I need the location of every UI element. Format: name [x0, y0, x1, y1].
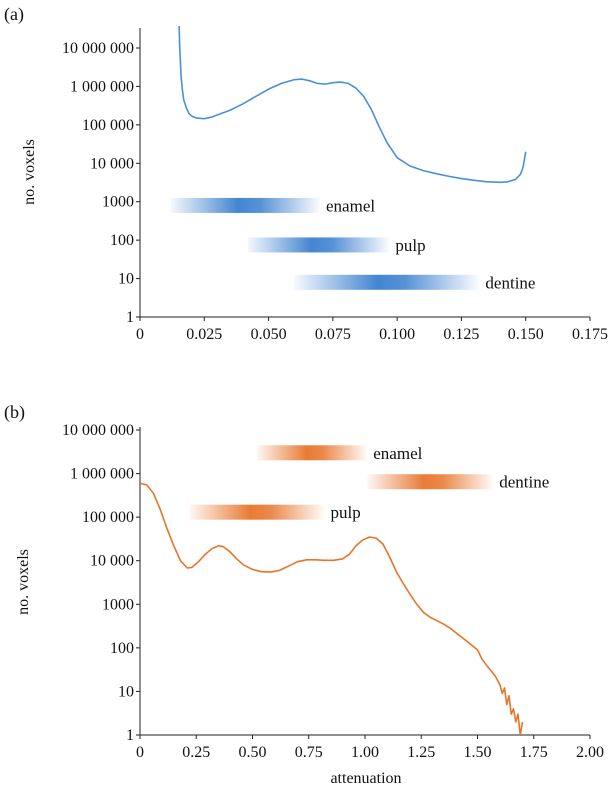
series-line [178, 26, 527, 184]
panel-b-label: (b) [4, 402, 25, 423]
panel-b-y-ticks: 1 10 100 1000 10 000 100 000 1 000 000 10 000 0… [62, 422, 140, 744]
x-tick-label: 0.150 [508, 326, 544, 343]
panel-a-label: (a) [4, 4, 24, 25]
x-tick-label: 0 [136, 326, 144, 343]
series-line [140, 482, 524, 735]
x-tick-label: 1.75 [520, 744, 548, 761]
band-enamel [170, 197, 320, 213]
y-tick-label: 100 [110, 232, 134, 249]
x-tick-label: 0 [136, 744, 144, 761]
panel-b-y-axis-title: no. voxels [15, 549, 32, 615]
band-label-pulp: pulp [331, 503, 361, 522]
panel-b-series [140, 482, 524, 735]
y-tick-label: 1 [126, 727, 134, 744]
y-tick-label: 100 000 [82, 117, 134, 134]
y-tick-label: 1000 [102, 596, 134, 613]
x-tick-label: 0.50 [239, 744, 267, 761]
panel-a-bands: enamel pulp dentine [170, 196, 535, 292]
y-tick-label: 10 000 [90, 553, 134, 570]
panel-b-x-ticks: 0 0.25 0.50 0.75 1.00 1.25 1.50 1.75 2.00 [136, 735, 604, 761]
y-tick-label: 1000 [102, 194, 134, 211]
x-tick-label: 1.50 [464, 744, 492, 761]
x-tick-label: 1.25 [407, 744, 435, 761]
panel-b-bands: enamel dentine pulp [189, 444, 549, 522]
y-tick-label: 100 [110, 640, 134, 657]
band-pulp [189, 504, 325, 520]
band-pulp [248, 237, 390, 253]
y-tick-label: 1 000 000 [70, 466, 134, 483]
x-tick-label: 2.00 [576, 744, 604, 761]
x-tick-label: 0.075 [315, 326, 351, 343]
y-tick-label: 1 000 000 [70, 78, 134, 95]
band-label-enamel: enamel [373, 444, 422, 463]
panel-b-x-axis-title: attenuation [330, 770, 401, 787]
x-tick-label: 0.050 [251, 326, 287, 343]
panel-a-series [178, 26, 527, 184]
y-tick-label: 10 000 [90, 155, 134, 172]
panel-a-chart: (a) no. voxels 1 10 100 1000 10 000 100 000 1 … [4, 4, 608, 343]
y-tick-label: 10 [118, 683, 134, 700]
panel-a-x-ticks: 0 0.025 0.050 0.075 0.100 0.125 0.150 0.175 [136, 317, 608, 343]
panel-a-y-axis-title: no. voxels [21, 139, 38, 205]
y-tick-label: 10 [118, 271, 134, 288]
x-tick-label: 0.125 [443, 326, 479, 343]
y-tick-label: 10 000 000 [62, 40, 134, 57]
band-enamel [257, 445, 368, 461]
x-tick-label: 0.175 [572, 326, 608, 343]
x-tick-label: 0.100 [379, 326, 415, 343]
band-label-pulp: pulp [395, 236, 425, 255]
band-label-enamel: enamel [326, 196, 375, 215]
panel-a-y-ticks: 1 10 100 1000 10 000 100 000 1 000 000 10 000 0… [62, 40, 140, 326]
band-dentine [294, 274, 480, 290]
y-tick-label: 1 [126, 309, 134, 326]
x-tick-label: 0.75 [295, 744, 323, 761]
band-label-dentine: dentine [499, 473, 549, 492]
x-tick-label: 1.00 [351, 744, 379, 761]
y-tick-label: 100 000 [82, 509, 134, 526]
x-tick-label: 0.25 [182, 744, 210, 761]
y-tick-label: 10 000 000 [62, 422, 134, 439]
x-tick-label: 0.025 [186, 326, 222, 343]
band-label-dentine: dentine [485, 273, 535, 292]
band-dentine [367, 474, 494, 490]
panel-b-chart: (b) no. voxels attenuation 1 10 100 1000 10 … [4, 402, 604, 787]
